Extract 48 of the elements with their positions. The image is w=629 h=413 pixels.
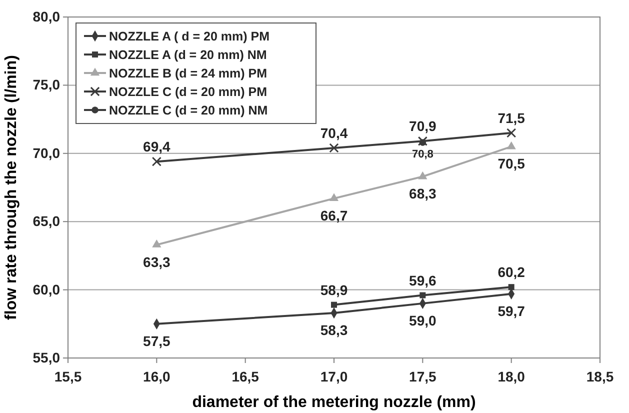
point <box>331 302 337 308</box>
point <box>329 143 339 153</box>
data-label: 59,0 <box>409 312 437 328</box>
y-tick-label: 60,0 <box>32 281 60 298</box>
y-tick-label: 55,0 <box>32 349 60 366</box>
legend-label: NOZZLE C (d = 20 mm) NM <box>109 104 268 118</box>
y-tick-label: 80,0 <box>32 8 60 24</box>
data-label: 68,3 <box>409 186 437 202</box>
y-tick-label: 75,0 <box>32 76 60 93</box>
data-label: 70,9 <box>409 118 437 134</box>
data-label: 57,5 <box>143 332 171 349</box>
legend-label: NOZZLE A ( d = 20 mm) PM <box>109 30 270 44</box>
point <box>152 156 162 166</box>
point <box>329 193 339 202</box>
data-label: 58,3 <box>320 322 348 338</box>
data-label: 63,3 <box>143 254 171 270</box>
data-label: 69,4 <box>143 138 171 155</box>
point <box>418 136 428 146</box>
point <box>152 240 162 248</box>
legend-label: NOZZLE B (d = 24 mm) PM <box>109 66 268 80</box>
data-label: 66,7 <box>320 207 348 224</box>
y-tick-label: 70,0 <box>32 144 60 161</box>
x-tick-label: 17,5 <box>409 368 437 384</box>
point <box>420 292 426 298</box>
x-tick-label: 17,0 <box>320 368 348 384</box>
data-label: 71,5 <box>498 110 526 126</box>
data-label: 70,8 <box>412 148 434 160</box>
y-tick-label: 65,0 <box>32 213 60 230</box>
point <box>419 139 426 146</box>
data-label: 58,9 <box>320 282 348 298</box>
legend-label: NOZZLE C (d = 20 mm) PM <box>109 85 268 99</box>
y-axis-title: flow rate through the nozzle (l/min) <box>3 55 20 320</box>
x-axis-title: diameter of the metering nozzle (mm) <box>192 394 476 411</box>
x-tick-label: 18,0 <box>498 368 526 384</box>
point <box>506 141 516 150</box>
x-tick-label: 16,5 <box>232 368 260 384</box>
data-label: 70,4 <box>320 124 348 141</box>
point <box>508 284 514 290</box>
point <box>506 128 516 138</box>
legend-label: NOZZLE A (d = 20 mm) NM <box>109 48 267 62</box>
data-label: 70,5 <box>498 156 526 172</box>
x-tick-label: 16,0 <box>143 368 171 384</box>
x-tick-label: 15,5 <box>54 368 82 384</box>
data-label: 59,7 <box>498 302 526 319</box>
x-tick-label: 18,5 <box>586 368 614 384</box>
data-label: 59,6 <box>409 272 437 288</box>
data-label: 60,2 <box>498 264 526 280</box>
point <box>418 171 428 180</box>
